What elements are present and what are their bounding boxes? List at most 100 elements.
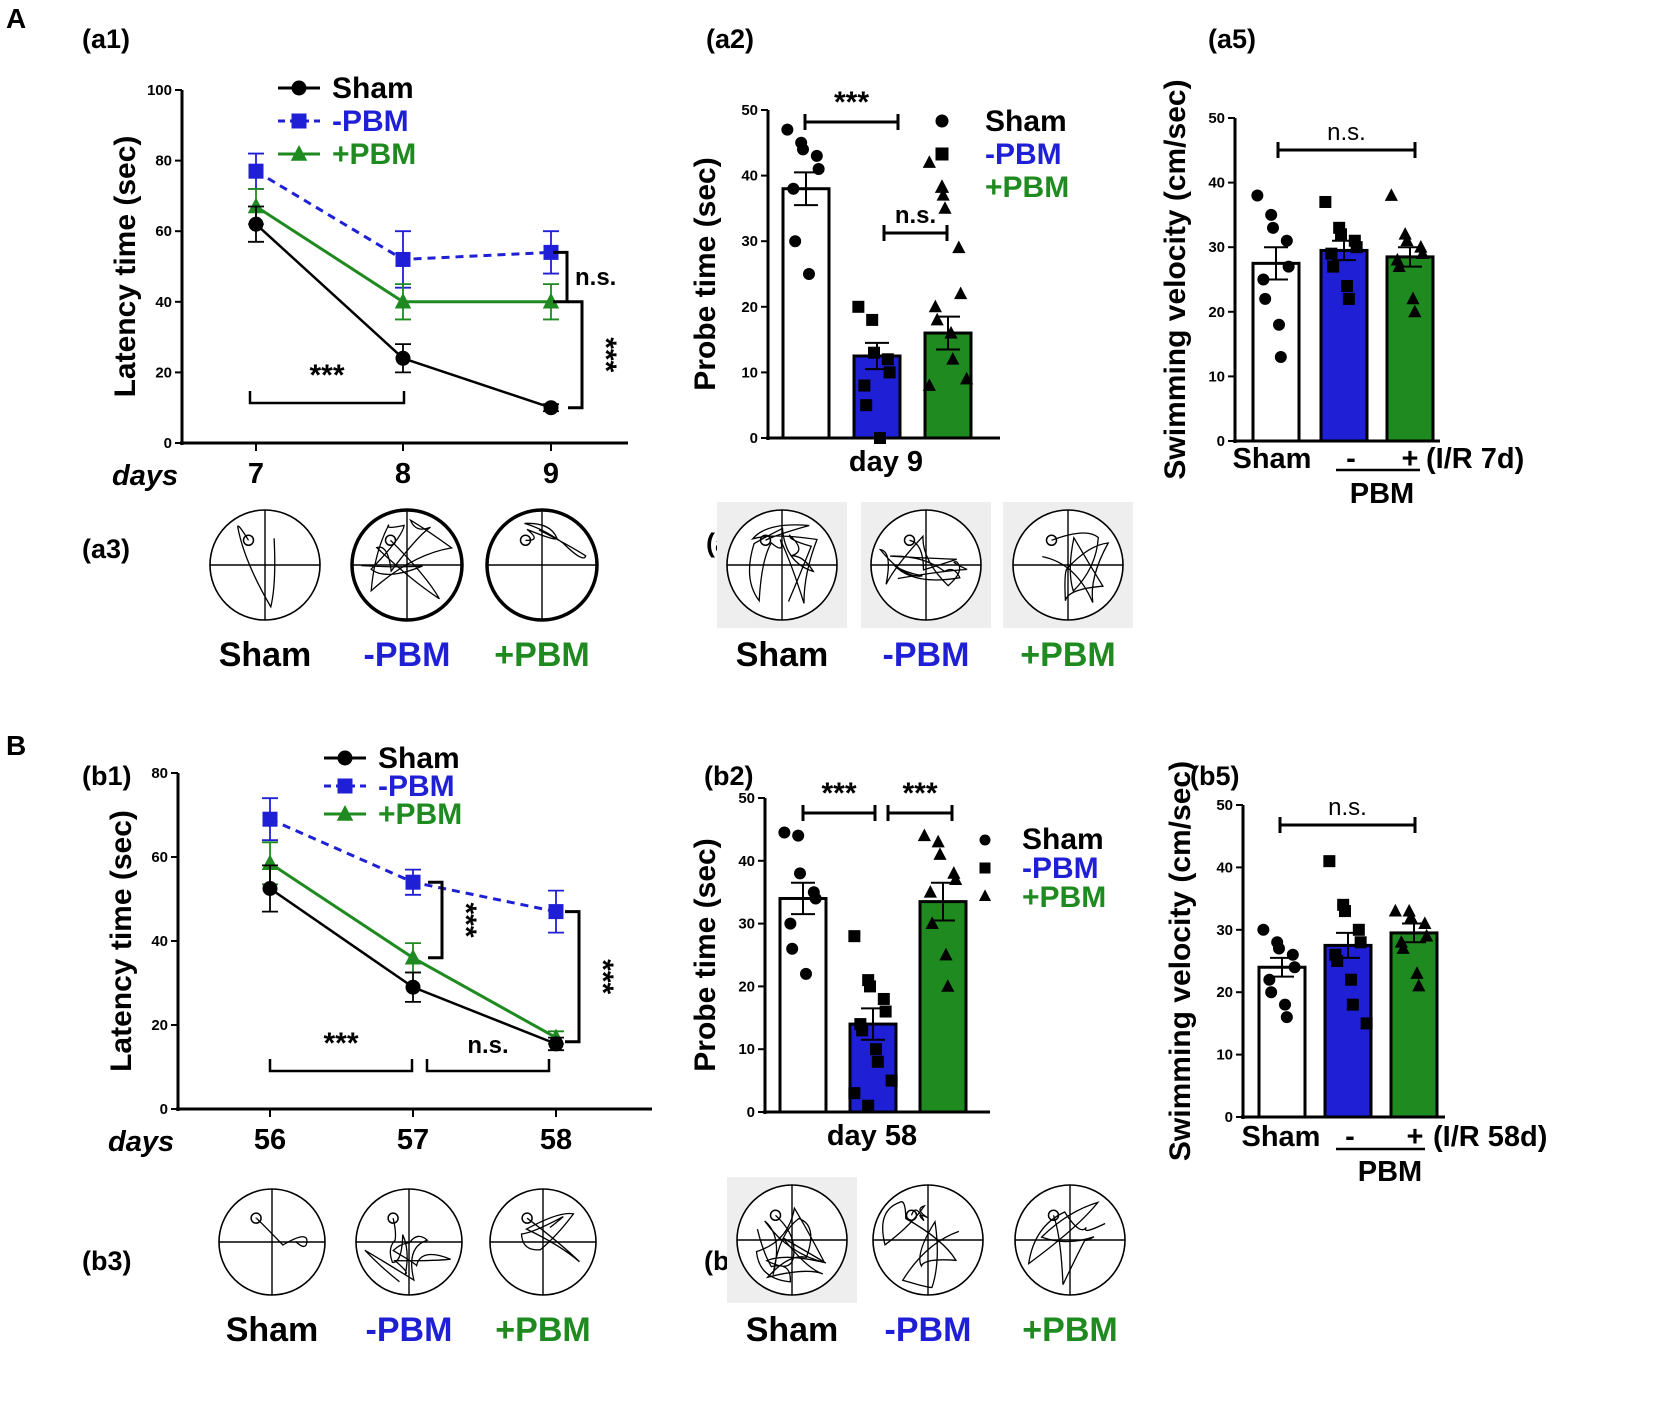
a1-data-point [395,350,411,366]
a1-y-tick-label: 0 [164,435,172,452]
b5-scatter-point [1404,910,1418,923]
b2-scatter-point [864,980,876,993]
a1-y-tick-label: 20 [155,364,172,381]
a2-scatter-point [874,432,886,444]
b5-y-tick-label: 40 [1216,859,1233,876]
panel-label-b5: (b5) [1190,761,1240,791]
a5-scatter-point [1280,234,1293,247]
maze-b4-minus-pbm-platform-icon [905,1209,918,1221]
b2-legend-label: Sham [1022,823,1104,856]
b5-y-tick-label: 30 [1216,922,1233,939]
b1-data-point [548,904,564,920]
b5-scatter-point [1354,936,1367,949]
a5-x-tick-label: - [1346,443,1356,475]
a1-sig-ns-label: n.s. [575,264,616,291]
maze-b3-minus-pbm: -PBM [355,1188,463,1349]
a2-scatter-point [868,346,880,359]
a5-scatter-point [1335,228,1347,241]
maze-a4-sham: Sham [717,502,847,674]
b5-scatter-point [1257,923,1270,936]
a5-scatter-point [1282,260,1295,273]
maze-b4-sham-swim-path [755,1206,827,1283]
b1-series-line-square [269,817,557,914]
a1-legend-label: -PBM [332,105,409,138]
a2-scatter-point [922,155,936,168]
b2-scatter-point [800,967,812,980]
b5-scatter-point [1273,942,1285,955]
maze-b3-sham-label: Sham [226,1311,319,1349]
b1-y-tick-label: 20 [151,1017,168,1034]
a1-y-tick-label: 40 [155,294,172,311]
b2-legend-circle-icon [979,834,991,846]
b2-sig-minus-plus-label: *** [902,777,937,810]
a5-bar-circle [1251,261,1301,443]
maze-b4-minus-pbm: -PBM [872,1184,984,1349]
a1-legend-label: +PBM [332,138,416,171]
a5-scatter-point [1267,221,1279,234]
b5-scatter-point [1360,1017,1373,1030]
b2-legend-label: +PBM [1022,881,1106,914]
maze-a3-sham-swim-path [237,525,276,609]
a5-y-tick-label: 50 [1208,110,1225,127]
a5-x-axis-tail: (I/R 7d) [1426,443,1524,475]
maze-b4-sham: Sham [727,1177,857,1349]
a5-group-label: PBM [1350,478,1414,510]
a1-x-axis-label: days [112,460,178,492]
panel-label-b1: (b1) [82,761,132,791]
a2-scatter-point [860,399,873,412]
a2-bar-circle [781,187,831,440]
a1-legend-triangle-icon [290,145,308,161]
a2-scatter-point [938,201,952,214]
a1-x-tick-label: 9 [543,458,559,490]
b2-y-tick-label: 20 [738,978,755,995]
a1-x-tick-label: 7 [248,458,264,490]
maze-a3-sham-platform-icon [242,534,255,546]
b5-scatter-point [1265,986,1278,999]
b1-data-point [405,874,421,890]
maze-a4-sham-platform-icon [759,534,772,546]
a5-scatter-point [1341,279,1353,292]
b2-y-tick-label: 40 [738,853,755,870]
b5-y-axis-label: Swimming velocity (cm/sec) [1164,761,1197,1161]
a1-data-point [394,292,412,309]
a1-y-tick-label: 80 [155,153,172,170]
maze-a4-minus-pbm-label: -PBM [883,636,970,674]
a5-y-axis-label: Swimming velocity (cm/sec) [1159,79,1192,479]
b5-scatter-point [1345,973,1357,986]
b2-scatter-point [939,947,953,961]
b1-y-axis-label: Latency time (sec) [105,810,138,1072]
a2-y-axis-label: Probe time (sec) [689,157,722,390]
b2-legend-square-icon [979,862,991,874]
a2-legend-triangle-icon [934,179,950,193]
b5-scatter-point [1323,855,1336,868]
a2-scatter-point [946,352,960,365]
b1-sig-days-56-57-label: *** [323,1027,358,1060]
b5-scatter-point [1418,916,1432,929]
maze-b4-minus-pbm-label: -PBM [885,1311,972,1349]
b1-legend-square-icon [337,778,353,794]
maze-a3-minus-pbm-label: -PBM [364,636,451,674]
a2-y-tick-label: 10 [741,364,758,381]
a5-scatter-point [1257,273,1270,286]
a2-sig-sham-minus-bar [803,114,900,130]
maze-b3-sham-swim-path [255,1217,308,1248]
maze-b4-sham-label: Sham [746,1311,839,1349]
maze-a4-minus-pbm-swim-path [878,534,968,587]
b2-error-bar [791,881,815,916]
a5-scatter-point [1265,208,1278,221]
b1-y-tick-label: 40 [151,933,168,950]
b5-scatter-point [1410,966,1424,979]
b2-scatter-point [885,1074,898,1087]
a5-sig-all-label: n.s. [1327,119,1366,146]
a5-scatter-point [1327,260,1340,273]
b2-legend-triangle-icon [978,889,992,901]
b5-scatter-point [1286,948,1299,961]
maze-b4-minus-pbm-swim-path [882,1201,960,1289]
a5-scatter-point [1274,351,1287,364]
a1-sig-ns-bracket [553,250,569,304]
maze-b3-sham-platform-icon [250,1212,262,1224]
a5-scatter-point [1350,241,1363,254]
b2-scatter-point [871,1055,884,1068]
b1-sig-minus-sham-bracket [565,910,581,1044]
a2-y-tick-label: 40 [741,168,758,185]
